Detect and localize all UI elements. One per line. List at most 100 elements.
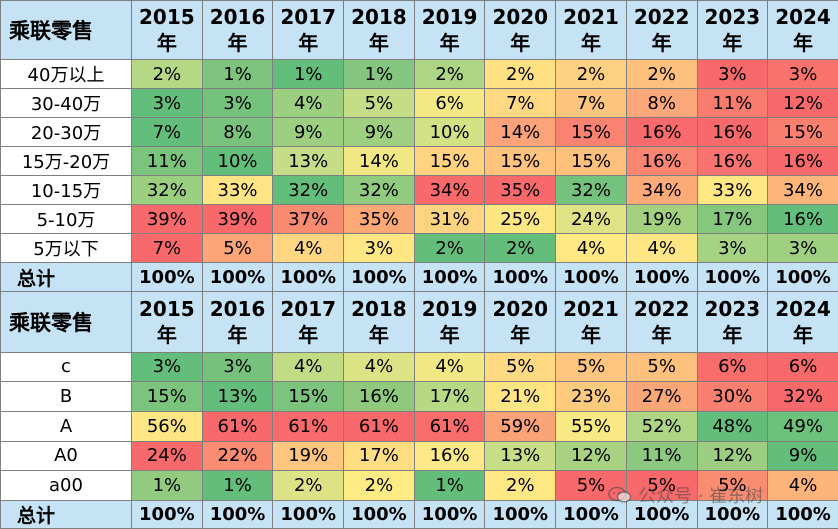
share-cell: 15% bbox=[413, 146, 486, 177]
year-header: 2022 年 bbox=[625, 0, 698, 61]
table-row: 30-40万 3% 3% 4% 5% 6% 7% 7% 8% 11% 12% bbox=[0, 88, 838, 119]
total-cell: 100% bbox=[201, 262, 274, 293]
share-cell: 19% bbox=[625, 204, 698, 235]
share-cell: 13% bbox=[272, 146, 345, 177]
year-header: 2018 年 bbox=[343, 291, 415, 353]
share-cell: 16% bbox=[696, 146, 769, 177]
share-cell: 7% bbox=[131, 233, 203, 264]
year-header: 2016 年 bbox=[201, 0, 274, 61]
share-cell: 1% bbox=[201, 470, 274, 501]
row-label: B bbox=[0, 381, 132, 412]
total-label: 总计 bbox=[0, 262, 132, 293]
share-cell: 1% bbox=[201, 59, 274, 90]
share-cell: 49% bbox=[767, 410, 838, 442]
share-cell: 39% bbox=[201, 204, 274, 235]
table-row: A 56% 61% 61% 61% 61% 59% 55% 52% 48% 49% bbox=[0, 410, 838, 442]
year-header: 2019 年 bbox=[413, 0, 486, 61]
table-row: 15万-20万 11% 10% 13% 14% 15% 15% 15% 16% 16% 16% bbox=[0, 146, 838, 177]
share-cell: 32% bbox=[272, 175, 345, 206]
share-cell: 27% bbox=[625, 381, 698, 412]
year-header: 2022 年 bbox=[625, 291, 698, 353]
share-cell: 2% bbox=[484, 59, 557, 90]
share-cell: 61% bbox=[343, 410, 415, 442]
header-row: 乘联零售 2015 年 2016 年 2017 年 2018 年 2019 年 2020 年… bbox=[0, 0, 838, 61]
share-cell: 15% bbox=[555, 146, 627, 177]
table-row: 20-30万 7% 8% 9% 9% 10% 14% 15% 16% 16% 15% bbox=[0, 117, 838, 148]
share-cell: 12% bbox=[696, 440, 769, 472]
table-row: 5万以下 7% 5% 4% 3% 2% 2% 4% 4% 3% 3% bbox=[0, 233, 838, 264]
row-label: A bbox=[0, 410, 132, 442]
share-cell: 4% bbox=[413, 351, 486, 383]
row-label: a00 bbox=[0, 470, 132, 501]
share-cell: 30% bbox=[696, 381, 769, 412]
total-cell: 100% bbox=[696, 262, 769, 293]
year-header: 2016 年 bbox=[201, 291, 274, 353]
total-cell: 100% bbox=[131, 499, 203, 529]
total-cell: 100% bbox=[767, 499, 838, 529]
share-cell: 37% bbox=[272, 204, 345, 235]
share-cell: 12% bbox=[555, 440, 627, 472]
share-cell: 1% bbox=[131, 470, 203, 501]
share-cell: 3% bbox=[131, 351, 203, 383]
share-cell: 14% bbox=[343, 146, 415, 177]
share-cell: 39% bbox=[131, 204, 203, 235]
share-cell: 6% bbox=[767, 351, 838, 383]
year-header: 2018 年 bbox=[343, 0, 415, 61]
share-cell: 13% bbox=[201, 381, 274, 412]
share-cell: 12% bbox=[767, 88, 838, 119]
share-cell: 32% bbox=[767, 381, 838, 412]
total-cell: 100% bbox=[625, 499, 698, 529]
share-cell: 3% bbox=[131, 88, 203, 119]
total-label: 总计 bbox=[0, 499, 132, 529]
year-header: 2021 年 bbox=[555, 0, 627, 61]
share-cell: 7% bbox=[555, 88, 627, 119]
table-row: 5-10万 39% 39% 37% 35% 31% 25% 24% 19% 17% 16% bbox=[0, 204, 838, 235]
share-cell: 1% bbox=[413, 470, 486, 501]
share-cell: 3% bbox=[343, 233, 415, 264]
row-label: 5-10万 bbox=[0, 204, 132, 235]
share-cell: 2% bbox=[413, 233, 486, 264]
share-cell: 11% bbox=[131, 146, 203, 177]
share-cell: 34% bbox=[413, 175, 486, 206]
share-cell: 35% bbox=[343, 204, 415, 235]
total-cell: 100% bbox=[413, 262, 486, 293]
share-cell: 23% bbox=[555, 381, 627, 412]
share-cell: 15% bbox=[767, 117, 838, 148]
share-cell: 5% bbox=[484, 351, 557, 383]
total-cell: 100% bbox=[343, 499, 415, 529]
table-row: c 3% 3% 4% 4% 4% 5% 5% 5% 6% 6% bbox=[0, 351, 838, 383]
share-cell: 5% bbox=[555, 351, 627, 383]
share-cell: 16% bbox=[343, 381, 415, 412]
share-cell: 15% bbox=[484, 146, 557, 177]
share-cell: 6% bbox=[413, 88, 486, 119]
share-cell: 2% bbox=[272, 470, 345, 501]
watermark-text: 公众号 · 崔东树 bbox=[638, 486, 764, 507]
share-cell: 9% bbox=[343, 117, 415, 148]
table-row: A0 24% 22% 19% 17% 16% 13% 12% 11% 12% 9% bbox=[0, 440, 838, 472]
share-cell: 4% bbox=[343, 351, 415, 383]
share-cell: 25% bbox=[484, 204, 557, 235]
share-cell: 34% bbox=[625, 175, 698, 206]
table-row: a00 1% 1% 2% 2% 1% 2% 5% 5% 5% 4% bbox=[0, 470, 838, 501]
share-cell: 2% bbox=[555, 59, 627, 90]
share-cell: 3% bbox=[696, 233, 769, 264]
watermark: 公众号 · 崔东树 bbox=[608, 482, 763, 508]
share-cell: 4% bbox=[272, 351, 345, 383]
share-cell: 2% bbox=[484, 233, 557, 264]
year-header: 2023 年 bbox=[696, 291, 769, 353]
year-header: 2017 年 bbox=[272, 291, 345, 353]
share-cell: 15% bbox=[555, 117, 627, 148]
share-cell: 3% bbox=[201, 351, 274, 383]
year-header: 2019 年 bbox=[413, 291, 486, 353]
share-cell: 24% bbox=[131, 440, 203, 472]
year-header: 2024 年 bbox=[767, 0, 838, 61]
total-cell: 100% bbox=[484, 262, 557, 293]
total-cell: 100% bbox=[272, 499, 345, 529]
share-cell: 7% bbox=[484, 88, 557, 119]
share-cell: 16% bbox=[767, 146, 838, 177]
share-cell: 14% bbox=[484, 117, 557, 148]
share-cell: 2% bbox=[343, 470, 415, 501]
share-cell: 16% bbox=[625, 146, 698, 177]
total-row: 总计 100% 100% 100% 100% 100% 100% 100% 100% 100% 10… bbox=[0, 262, 838, 293]
